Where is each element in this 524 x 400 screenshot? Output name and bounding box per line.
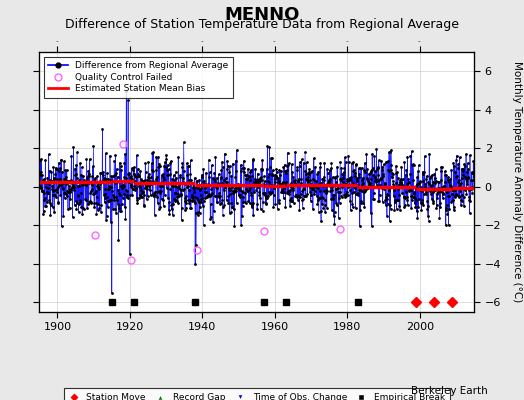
Text: Berkeley Earth: Berkeley Earth [411, 386, 487, 396]
Y-axis label: Monthly Temperature Anomaly Difference (°C): Monthly Temperature Anomaly Difference (… [512, 61, 522, 303]
Legend: Station Move, Record Gap, Time of Obs. Change, Empirical Break: Station Move, Record Gap, Time of Obs. C… [64, 388, 450, 400]
Text: Difference of Station Temperature Data from Regional Average: Difference of Station Temperature Data f… [65, 18, 459, 31]
Text: MENNO: MENNO [224, 6, 300, 24]
